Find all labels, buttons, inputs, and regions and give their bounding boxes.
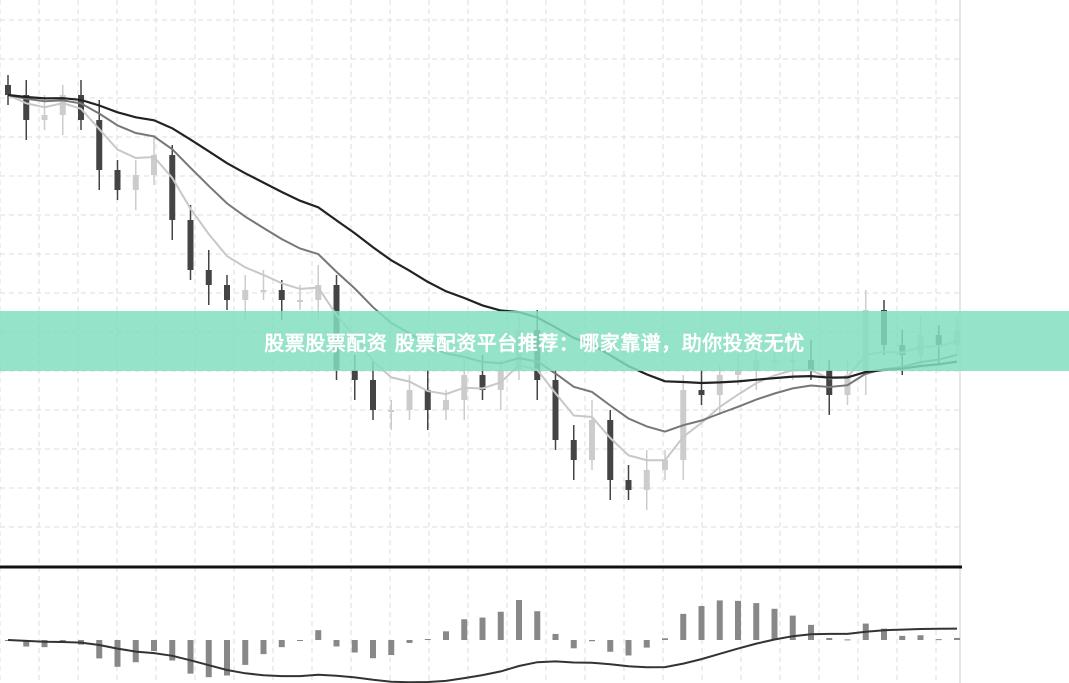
macd-bar [826, 638, 833, 640]
candle-body [78, 95, 84, 120]
macd-bar [516, 600, 522, 640]
candle-body [735, 370, 741, 375]
macd-bar [497, 611, 504, 640]
macd-bar [443, 631, 449, 640]
candle-body [497, 370, 504, 390]
candle-body [278, 290, 285, 300]
candle-body [388, 410, 395, 412]
macd-bar [899, 635, 906, 640]
macd-bar [881, 628, 887, 640]
macd-bar [151, 640, 157, 652]
macd-bar [534, 611, 541, 640]
macd-bar [643, 640, 650, 648]
candle-body [589, 420, 595, 460]
candle-body [698, 390, 705, 395]
title-banner: 股票股票配资 股票配资平台推荐：哪家靠谱，助你投资无忧 [0, 311, 1069, 371]
macd-bar [297, 640, 303, 641]
candle-body [187, 220, 194, 270]
candle-body [826, 370, 833, 395]
macd-bar [461, 619, 468, 640]
macd-bar [625, 640, 632, 656]
macd-bar [278, 640, 285, 648]
banner-title: 股票股票配资 股票配资平台推荐：哪家靠谱，助你投资无忧 [264, 330, 805, 355]
macd-bar [96, 640, 103, 659]
candle-body [224, 285, 230, 300]
candle-body [169, 155, 176, 220]
macd-bar [808, 624, 814, 640]
candle-body [96, 120, 103, 170]
candle-body [643, 470, 650, 490]
candle-body [370, 380, 376, 410]
macd-bar [114, 640, 121, 667]
macd-bar [224, 640, 230, 676]
candle-body [570, 440, 577, 460]
macd-bar [771, 608, 778, 640]
macd-bar [169, 640, 176, 661]
macd-bar [680, 613, 687, 640]
macd-bar [59, 640, 66, 642]
macd-bar [662, 638, 668, 640]
candle-body [424, 390, 431, 410]
macd-bar [716, 600, 723, 640]
macd-bar [954, 637, 960, 640]
candle-body [297, 300, 303, 302]
macd-bar [607, 640, 614, 652]
macd-bar [187, 640, 194, 674]
candle-body [242, 290, 249, 300]
macd-bar [406, 640, 413, 643]
candle-body [260, 290, 267, 292]
macd-bar [479, 617, 486, 640]
candle-body [59, 95, 66, 115]
macd-bar [260, 640, 267, 655]
macd-bar [351, 640, 358, 653]
macd-bar [844, 639, 851, 641]
candle-body [23, 95, 30, 120]
macd-bar [552, 633, 559, 640]
macd-bar [917, 635, 924, 640]
candle-body [662, 460, 668, 470]
candle-body [625, 480, 632, 490]
macd-bar [935, 639, 942, 641]
candle-body [443, 400, 449, 410]
candle-body [607, 420, 614, 480]
candle-body [132, 175, 139, 190]
macd-bar [570, 640, 577, 649]
macd-bar [333, 640, 340, 647]
candle-body [151, 155, 157, 175]
macd-bar [242, 640, 249, 665]
candle-body [552, 380, 559, 440]
candle-body [479, 375, 486, 390]
candle-body [205, 270, 212, 285]
macd-bar [698, 606, 705, 640]
candle-body [716, 375, 723, 395]
candle-body [315, 285, 322, 300]
macd-bar [23, 640, 30, 647]
macd-bar [41, 640, 48, 648]
candle-body [351, 370, 358, 380]
macd-bar [735, 600, 741, 640]
macd-bar [589, 640, 595, 642]
macd-bar [205, 640, 212, 678]
moving-average-long-line [7, 93, 958, 385]
candle-body [41, 115, 48, 120]
macd-signal-line [7, 627, 958, 683]
macd-bar [753, 603, 760, 640]
macd-bar [370, 640, 376, 659]
candle-body [5, 85, 11, 95]
macd-bar [424, 638, 431, 640]
moving-average-short-line [7, 94, 958, 462]
candle-body [406, 390, 413, 410]
macd-bar [315, 630, 322, 640]
candle-body [114, 170, 121, 190]
macd-bar [388, 640, 395, 656]
macd-bar [789, 615, 796, 640]
